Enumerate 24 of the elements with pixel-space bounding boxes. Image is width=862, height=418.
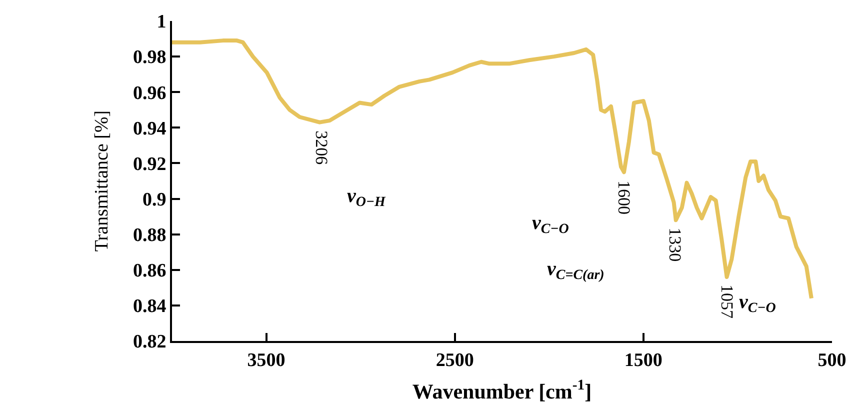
annotation: 1057: [717, 284, 736, 320]
annotation: 1600: [614, 180, 634, 215]
y-axis-title: Transmittance [%]: [91, 110, 112, 252]
y-tick-label: 0.94: [132, 118, 167, 140]
x-tick-label: 1500: [624, 350, 662, 371]
y-tick-label: 0.96: [132, 82, 166, 104]
y-tick-label: 0.98: [132, 47, 166, 68]
y-tick-label: 0.9: [142, 189, 166, 210]
annotation: ν$_{C−O}$: [739, 291, 776, 316]
annotation: 1330: [666, 228, 685, 262]
annotation: ν$_{O−H}$: [347, 185, 386, 210]
annotation: ν$_{C=C(ar)}$: [547, 258, 604, 284]
y-tick-label: 0.92: [132, 154, 166, 175]
x-tick-label: 3500: [247, 350, 286, 371]
x-tick-label: 2500: [436, 350, 474, 371]
y-tick-label: 0.82: [132, 332, 166, 353]
x-tick-label: 500: [818, 350, 846, 371]
y-tick-label: 0.86: [132, 260, 166, 282]
y-tick-label: 0.88: [132, 224, 166, 246]
y-tick-label: 1: [156, 12, 166, 33]
annotation: 3206: [312, 130, 332, 165]
x-axis-title: Wavenumber [cm$^{-1}$]: [412, 378, 592, 404]
y-tick-label: 0.84: [132, 296, 167, 318]
annotation: ν$_{C−O}$: [532, 212, 569, 238]
